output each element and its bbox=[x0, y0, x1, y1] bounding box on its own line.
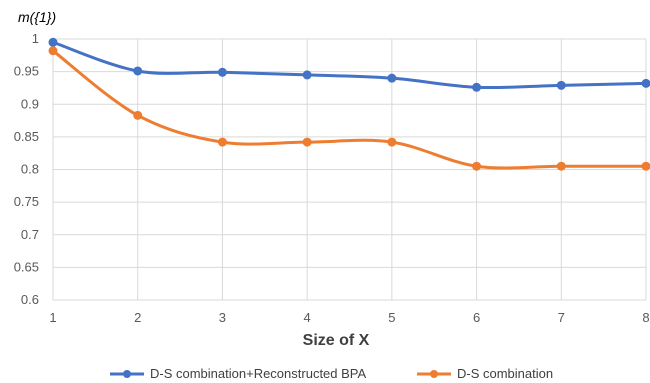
data-point bbox=[48, 37, 58, 47]
data-point bbox=[217, 67, 227, 77]
x-tick-label: 1 bbox=[49, 310, 56, 325]
y-tick-label: 0.85 bbox=[14, 129, 39, 144]
data-point bbox=[48, 46, 58, 56]
data-point bbox=[556, 80, 566, 90]
x-tick-label: 3 bbox=[219, 310, 226, 325]
y-tick-label: 0.9 bbox=[21, 96, 39, 111]
legend: D-S combination+Reconstructed BPA D-S com… bbox=[110, 366, 553, 381]
data-point bbox=[387, 73, 397, 83]
data-point bbox=[472, 82, 482, 92]
legend-label: D-S combination+Reconstructed BPA bbox=[150, 366, 366, 381]
x-axis-label: Size of X bbox=[303, 332, 370, 349]
gridlines bbox=[52, 38, 647, 301]
x-tick-label: 6 bbox=[473, 310, 480, 325]
legend-marker bbox=[430, 370, 438, 378]
y-axis-label: m({1}) bbox=[18, 9, 56, 25]
x-axis-ticks: 1 2 3 4 5 6 7 8 bbox=[49, 310, 649, 325]
series-1 bbox=[48, 37, 650, 92]
x-tick-label: 2 bbox=[134, 310, 141, 325]
y-tick-label: 0.8 bbox=[21, 162, 39, 177]
x-tick-label: 8 bbox=[642, 310, 649, 325]
legend-label: D-S combination bbox=[457, 366, 553, 381]
data-point bbox=[217, 137, 227, 147]
legend-marker bbox=[123, 370, 131, 378]
x-tick-label: 7 bbox=[558, 310, 565, 325]
data-point bbox=[641, 78, 650, 88]
legend-item: D-S combination bbox=[417, 366, 553, 381]
data-point bbox=[133, 66, 143, 76]
data-point bbox=[302, 70, 312, 80]
series-2 bbox=[48, 46, 650, 171]
data-point bbox=[556, 161, 566, 171]
series-line bbox=[51, 40, 648, 90]
y-tick-label: 0.65 bbox=[14, 259, 39, 274]
data-point bbox=[472, 161, 482, 171]
y-tick-label: 0.95 bbox=[14, 64, 39, 79]
y-axis-ticks: 0.6 0.65 0.7 0.75 0.8 0.85 0.9 0.95 1 bbox=[14, 31, 39, 307]
y-tick-label: 0.6 bbox=[21, 292, 39, 307]
x-tick-label: 5 bbox=[388, 310, 395, 325]
data-point bbox=[641, 161, 650, 171]
series-lines bbox=[48, 37, 650, 171]
y-tick-label: 1 bbox=[32, 31, 39, 46]
data-point bbox=[387, 137, 397, 147]
data-point bbox=[133, 110, 143, 120]
data-point bbox=[302, 137, 312, 147]
y-tick-label: 0.75 bbox=[14, 194, 39, 209]
series-line bbox=[51, 49, 648, 170]
legend-item: D-S combination+Reconstructed BPA bbox=[110, 366, 366, 381]
y-tick-label: 0.7 bbox=[21, 227, 39, 242]
x-tick-label: 4 bbox=[304, 310, 311, 325]
